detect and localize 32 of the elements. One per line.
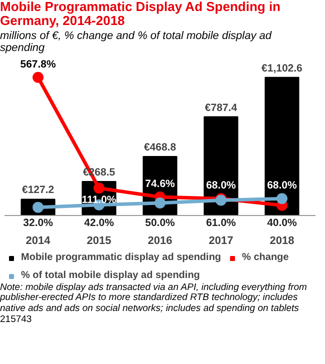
point: [154, 197, 166, 208]
point: [32, 72, 44, 83]
data-label: 74.6%: [145, 178, 176, 190]
data-label: 68.0%: [206, 179, 237, 192]
chart-title: Mobile Programmatic Display Ad Spending in Germany, 2014-2018: [0, 0, 282, 29]
data-label: 50.0%: [145, 216, 176, 229]
point: [276, 192, 288, 204]
legend-label: % change: [242, 252, 289, 264]
x-tick-label: 2015: [86, 234, 112, 247]
x-tick-label: 2017: [208, 234, 234, 247]
data-label: €468.8: [144, 141, 176, 154]
data-label: 32.0%: [23, 216, 54, 229]
x-tick-label: 2016: [148, 234, 172, 247]
data-label: 567.8%: [20, 58, 57, 70]
data-label: 61.0%: [206, 216, 237, 229]
text: 215743: [0, 314, 32, 326]
x-tick-label: 2018: [270, 234, 294, 247]
x-tick-label: 2014: [26, 234, 52, 247]
chart-subtitle: millions of €, % change and % of total mobile display ad spending: [0, 30, 273, 54]
bar: [204, 116, 238, 216]
data-label: €787.4: [204, 102, 238, 114]
data-label: €127.2: [22, 184, 54, 196]
data-label: 111.0%: [82, 194, 117, 206]
legend-label: Mobile programmatic display ad spending: [21, 252, 222, 264]
data-label: 42.0%: [84, 216, 115, 229]
bar: [264, 76, 300, 216]
text: Note: mobile display ads transacted via an API, including everything from publisher-erected APIs to more standardized RTB technology; includes native ads and ads on social networks; includes ad spending on tablets: [0, 282, 308, 314]
point: [94, 182, 105, 194]
data-label: 68.0%: [267, 179, 298, 192]
data-label: €1,102.6: [262, 62, 303, 74]
legend-label: % of total mobile display ad spending: [21, 270, 200, 282]
data-label: 40.0%: [267, 216, 298, 229]
